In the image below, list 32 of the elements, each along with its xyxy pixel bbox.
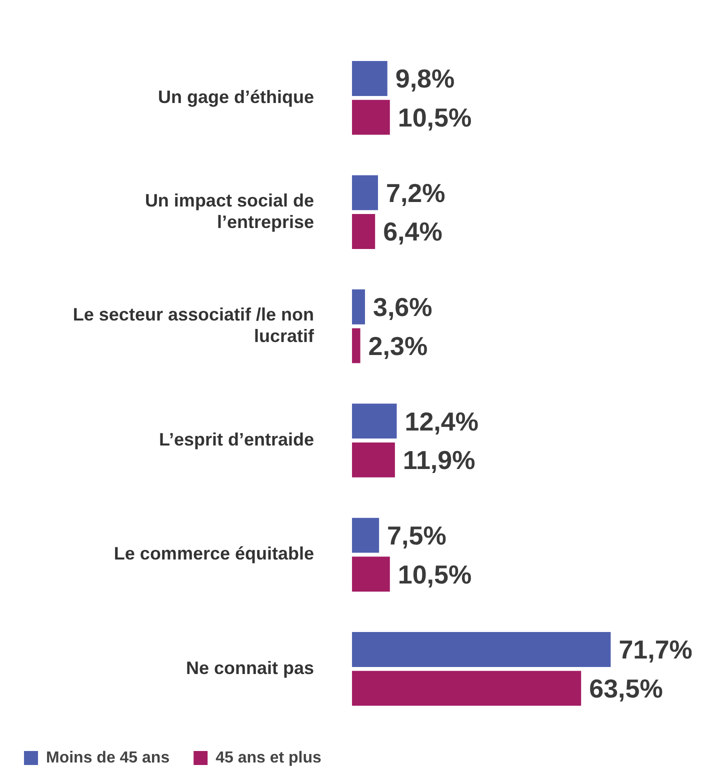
- bar: [352, 518, 380, 553]
- data-label: 11,9%: [402, 445, 476, 476]
- data-label: 10,5%: [398, 559, 472, 590]
- y-tick-label: Le commerce équitable: [114, 544, 314, 564]
- bar: [352, 670, 582, 706]
- bar: [352, 442, 395, 478]
- data-label: 6,4%: [383, 216, 442, 247]
- y-tick-label: Ne connait pas: [186, 658, 314, 678]
- legend-label: 45 ans et plus: [216, 749, 322, 766]
- bar: [352, 404, 397, 439]
- data-label: 7,5%: [387, 520, 446, 550]
- y-tick-label: Un impact social de l’entreprise: [144, 190, 314, 232]
- data-label: 3,6%: [372, 292, 432, 322]
- data-label: 71,7%: [618, 634, 692, 665]
- data-label: 63,5%: [589, 673, 663, 704]
- bar: [352, 214, 376, 249]
- data-label: 12,4%: [404, 406, 478, 436]
- bar: [352, 632, 611, 667]
- y-tick-label: Le secteur associatif /le non lucratif: [72, 304, 315, 346]
- data-label: 2,3%: [368, 330, 428, 361]
- bar: [352, 556, 390, 592]
- legend-label: Moins de 45 ans: [46, 749, 170, 766]
- bar: [352, 61, 388, 96]
- bar: [352, 289, 365, 324]
- data-label: 7,2%: [386, 178, 446, 208]
- bar: [352, 328, 360, 364]
- data-label: 10,5%: [398, 102, 472, 132]
- y-tick-label: L’esprit d’entraide: [158, 429, 314, 450]
- bar: [352, 175, 378, 210]
- y-tick-label: Un gage d’éthique: [158, 86, 314, 107]
- bar: [352, 100, 390, 135]
- data-label: 9,8%: [395, 64, 455, 94]
